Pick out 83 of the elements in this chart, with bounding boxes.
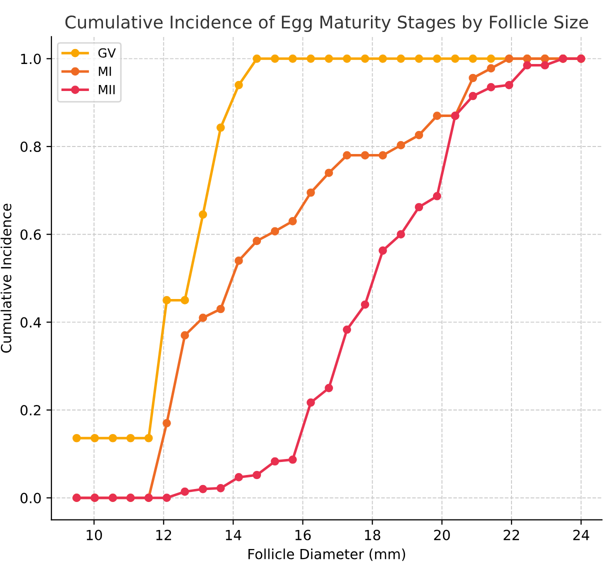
point: [162, 494, 171, 502]
point: [432, 54, 442, 63]
point: [342, 151, 352, 160]
point: [306, 54, 315, 63]
chart-title: Cumulative Incidence of Egg Maturity Stages by Follicle Size: [65, 15, 588, 32]
point: [144, 434, 153, 442]
point: [468, 54, 478, 63]
point: [450, 54, 460, 63]
x-tick-label: 10: [86, 530, 102, 540]
point: [486, 64, 496, 73]
point: [486, 83, 496, 92]
point: [306, 398, 315, 407]
point: [396, 54, 406, 63]
point: [360, 151, 370, 160]
y-tick-label: 0.0: [20, 492, 41, 504]
point: [162, 419, 171, 428]
point: [198, 484, 208, 494]
point: [468, 74, 478, 82]
point: [324, 384, 334, 392]
point: [270, 54, 280, 63]
point: [72, 434, 81, 442]
point: [180, 488, 190, 496]
point: [486, 54, 496, 63]
point: [414, 130, 424, 140]
point: [342, 54, 352, 63]
point: [216, 484, 225, 492]
point: [270, 457, 280, 466]
point: [414, 54, 424, 63]
x-tick-label: 24: [573, 530, 590, 540]
point: [504, 80, 514, 90]
point: [288, 217, 297, 226]
point: [324, 54, 334, 63]
point: [180, 331, 190, 340]
point: [234, 256, 243, 265]
point: [432, 112, 442, 120]
point: [468, 92, 478, 100]
point: [234, 80, 243, 90]
point: [396, 141, 406, 150]
x-tick-label: 14: [226, 530, 242, 540]
point: [378, 246, 387, 255]
point: [216, 304, 225, 314]
point: [198, 210, 208, 219]
legend-label: GV: [98, 48, 116, 58]
point: [234, 473, 243, 482]
x-tick-label: 12: [156, 530, 172, 540]
point: [90, 434, 99, 442]
point: [324, 168, 334, 178]
y-axis-title: Cumulative Incidence: [0, 204, 12, 353]
point: [216, 123, 225, 132]
y-tick-label: 1.0: [21, 54, 41, 64]
legend-label: MII: [98, 85, 115, 94]
legend-label: MI: [98, 66, 111, 76]
x-tick-label: 16: [295, 530, 311, 540]
y-tick-label: 0.4: [20, 317, 41, 328]
y-tick-label: 0.2: [20, 404, 40, 416]
point: [360, 300, 370, 309]
x-axis-title: Follicle Diameter (mm): [248, 548, 406, 561]
point: [198, 314, 208, 322]
point: [180, 296, 190, 304]
point: [540, 61, 550, 70]
point: [270, 227, 280, 236]
point: [360, 54, 370, 63]
point: [288, 54, 297, 63]
point: [252, 470, 262, 480]
point: [252, 54, 262, 63]
point: [378, 54, 387, 63]
x-tick-label: 18: [365, 530, 380, 540]
point: [162, 296, 171, 304]
point: [306, 188, 315, 197]
y-tick-label: 0.6: [20, 229, 41, 240]
point: [252, 236, 262, 246]
point: [414, 202, 424, 212]
point: [126, 434, 135, 442]
point: [288, 455, 297, 464]
point: [396, 230, 406, 239]
x-tick-label: 22: [504, 530, 519, 540]
point: [523, 61, 532, 70]
point: [432, 192, 442, 200]
y-tick-label: 0.8: [20, 141, 41, 152]
point: [108, 434, 117, 442]
point: [342, 325, 352, 334]
point: [378, 151, 387, 160]
x-tick-label: 20: [434, 530, 450, 540]
